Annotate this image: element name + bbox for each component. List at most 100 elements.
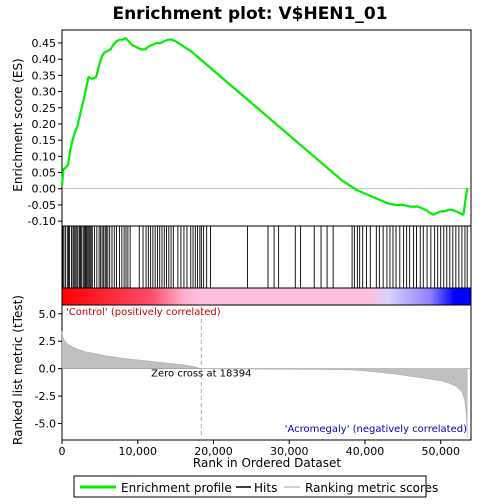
- rank-color-bar: [61, 287, 472, 306]
- metric-axis-label: Ranked list metric (tTest): [11, 295, 25, 445]
- rank-x-tick-label: 10,000: [118, 445, 157, 458]
- enrichment-profile-point: [318, 160, 321, 163]
- enrichment-profile-point: [140, 48, 143, 51]
- enrichment-profile-point: [443, 210, 446, 213]
- negative-correlation-label: 'Acromegaly' (negatively correlated): [285, 424, 467, 435]
- metric-y-tick-label: 0.0: [39, 363, 57, 376]
- enrichment-profile-point: [341, 179, 344, 182]
- enrichment-profile-point: [409, 205, 412, 208]
- ranked-color-bar: [61, 287, 472, 306]
- es-y-tick-label: -0.05: [28, 199, 56, 212]
- enrichment-profile-point: [85, 87, 88, 90]
- chart-title: Enrichment plot: V$HEN1_01: [112, 4, 387, 24]
- enrichment-profile-point: [273, 121, 275, 124]
- es-plot-frame: [61, 29, 472, 227]
- enrichment-profile-point: [62, 168, 65, 171]
- enrichment-profile-point: [144, 48, 147, 51]
- enrichment-profile-point: [69, 148, 72, 151]
- enrichment-profile-point: [87, 76, 90, 78]
- enrichment-profile-point: [101, 55, 104, 57]
- enrichment-profile-point: [67, 163, 69, 166]
- enrichment-profile-point: [115, 40, 118, 43]
- rank-x-tick-label: 0: [59, 445, 66, 458]
- es-y-tick-label: 0.25: [32, 102, 57, 115]
- es-y-tick-label: 0.20: [32, 118, 57, 131]
- enrichment-profile-point: [436, 212, 438, 214]
- enrichment-profile-point: [417, 205, 419, 208]
- enrichment-profile-panel: 0.45 0.40 0.35 0.30 0.25 0.20 0.15 0.10 0.05 0.00…: [28, 29, 472, 228]
- es-y-tick-label: 0.00: [32, 183, 57, 196]
- legend-profile-label: Enrichment profile: [121, 481, 232, 495]
- enrichment-profile-point: [174, 40, 177, 43]
- enrichment-profile-point: [167, 38, 169, 41]
- enrichment-profile-point: [64, 166, 67, 169]
- enrichment-profile-point: [205, 63, 207, 65]
- legend: Enrichment profile Hits Ranking metric s…: [73, 475, 438, 498]
- rank-x-tick-label: 50,000: [421, 445, 460, 458]
- enrichment-profile-point: [466, 187, 469, 190]
- metric-y-tick-label: -2.5: [35, 390, 56, 403]
- enrichment-profile-point: [73, 131, 76, 133]
- enrichment-profile-point: [127, 40, 130, 43]
- rank-x-tick-label: 30,000: [270, 445, 309, 458]
- enrichment-profile-point: [371, 195, 374, 198]
- enrichment-profile-point: [227, 82, 230, 85]
- enrichment-profile-point: [447, 208, 450, 211]
- enrichment-profile-point: [78, 116, 81, 119]
- enrichment-profile-point: [92, 77, 94, 80]
- enrichment-profile-point: [136, 46, 139, 49]
- enrichment-profile-point: [295, 140, 298, 143]
- enrichment-profile-point: [182, 45, 185, 48]
- es-axis-label: Enrichment score (ES): [11, 58, 25, 191]
- es-y-tick-label: 0.15: [32, 134, 57, 147]
- enrichment-profile-point: [394, 204, 397, 206]
- enrichment-profile-point: [451, 208, 453, 211]
- enrichment-profile-point: [89, 77, 92, 80]
- enrichment-profile-point: [148, 45, 151, 48]
- es-y-tick-label: -0.10: [28, 215, 56, 228]
- hits-panel: [61, 225, 472, 289]
- enrichment-profile-point: [464, 197, 467, 200]
- es-y-tick-label: 0.35: [32, 69, 57, 82]
- enrichment-profile-point: [356, 189, 359, 192]
- enrichment-profile-point: [61, 184, 63, 187]
- ranking-metric-panel: Zero cross at 18394 'Control' (positively…: [35, 304, 472, 458]
- enrichment-profile-point: [429, 212, 431, 214]
- enrichment-profile-point: [98, 61, 101, 64]
- enrichment-profile-point: [95, 76, 97, 78]
- positive-correlation-label: 'Control' (positively correlated): [66, 307, 221, 318]
- metric-y-tick-label: -5.0: [35, 418, 56, 431]
- enrichment-profile-point: [159, 42, 162, 44]
- enrichment-profile-point: [250, 101, 253, 104]
- enrichment-profile-point: [76, 126, 79, 129]
- metric-y-tick-label: 5.0: [39, 308, 57, 321]
- enrichment-profile-point: [212, 69, 215, 72]
- rank-x-tick-label: 40,000: [346, 445, 385, 458]
- enrichment-profile-point: [401, 204, 404, 206]
- enrichment-profile-point: [454, 210, 457, 213]
- enrichment-profile-point: [155, 42, 158, 44]
- enrichment-profile-point: [83, 97, 85, 99]
- enrichment-profile-point: [71, 139, 74, 142]
- enrichment-profile-point: [189, 50, 192, 52]
- enrichment-profile-point: [133, 45, 136, 48]
- es-y-tick-label: 0.05: [32, 167, 57, 180]
- zero-cross-label: Zero cross at 18394: [151, 369, 251, 380]
- rank-x-tick-label: 20,000: [194, 445, 233, 458]
- legend-hits-label: Hits: [254, 481, 277, 495]
- enrichment-profile-point: [109, 48, 112, 51]
- enrichment-profile-point: [170, 38, 173, 41]
- enrichment-profile-point: [80, 106, 83, 109]
- enrichment-profile-point: [386, 202, 389, 205]
- es-y-tick-label: 0.30: [32, 86, 57, 99]
- enrichment-profile-point: [103, 51, 106, 54]
- ranking-metric-area: [61, 331, 468, 438]
- enrichment-profile-point: [112, 43, 115, 46]
- es-y-tick-label: 0.40: [32, 53, 57, 66]
- legend-ranking-label: Ranking metric scores: [305, 481, 438, 495]
- es-y-tick-label: 0.45: [32, 37, 57, 50]
- enrichment-profile-point: [439, 210, 442, 213]
- enrichment-profile-point: [462, 213, 465, 216]
